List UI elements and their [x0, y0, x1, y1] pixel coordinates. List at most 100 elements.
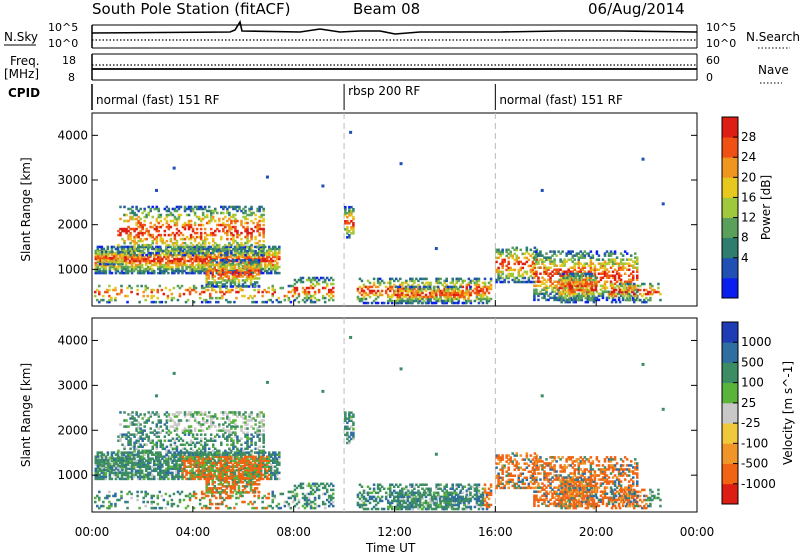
echo-cell	[214, 234, 217, 237]
echo-cell	[278, 266, 281, 269]
echo-cell	[254, 218, 257, 221]
echo-cell	[120, 289, 123, 292]
echo-cell	[643, 283, 646, 286]
echo-cell	[459, 286, 462, 289]
echo-cell	[168, 244, 171, 247]
colorbar-swatch	[722, 238, 738, 259]
echo-cell	[258, 224, 261, 227]
echo-cell	[528, 259, 531, 262]
echo-cell	[595, 277, 598, 280]
echo-cell	[136, 293, 139, 296]
echo-cell	[115, 255, 118, 258]
echo-cell	[258, 240, 261, 243]
echo-cell	[98, 285, 101, 288]
echo-cell	[258, 259, 261, 262]
echo-cell	[246, 218, 249, 221]
echo-cell	[469, 292, 472, 295]
echo-cell	[111, 478, 114, 481]
echo-cell	[107, 451, 110, 454]
echo-cell	[267, 291, 270, 294]
echo-cell	[244, 206, 247, 209]
echo-cell	[102, 299, 105, 302]
echo-cell	[111, 272, 114, 275]
echo-cell	[228, 275, 231, 278]
colorbar-tick-label: 24	[741, 150, 756, 164]
echo-cell	[211, 285, 214, 288]
echo-cell	[278, 461, 281, 464]
echo-cell	[200, 228, 203, 231]
echo-cell	[606, 281, 609, 284]
echo-cell	[592, 254, 595, 257]
colorbar-tick-label: 20	[741, 170, 756, 184]
echo-cell	[549, 266, 552, 269]
echo-cell	[190, 220, 193, 223]
echo-cell	[117, 450, 120, 453]
echo-cell	[598, 254, 601, 257]
echo-cell	[596, 250, 599, 253]
echo-cell	[231, 289, 234, 292]
echo-cell	[278, 478, 281, 481]
echo-cell	[164, 234, 167, 237]
echo-cell	[200, 232, 203, 235]
echo-cell	[172, 254, 175, 257]
echo-cell	[207, 289, 210, 292]
echo-cell	[262, 224, 265, 227]
echo-cell	[564, 295, 567, 298]
y-tick-label: 1000	[57, 262, 88, 276]
echo-cell	[367, 302, 370, 305]
echo-cell	[119, 423, 122, 426]
echo-cell	[179, 293, 182, 296]
echo-cell	[373, 282, 376, 285]
echo-cell	[217, 301, 220, 304]
echo-cell	[236, 220, 239, 223]
echo-cell	[218, 244, 221, 247]
echo-cell	[129, 454, 132, 457]
echo-cell	[284, 299, 287, 302]
echo-cell	[240, 220, 243, 223]
echo-cell	[119, 218, 122, 221]
echo-cell	[196, 232, 199, 235]
echo-cell	[573, 258, 576, 261]
echo-cell	[630, 254, 633, 257]
echo-cell	[636, 266, 639, 269]
echo-cell	[163, 293, 166, 296]
echo-cell	[238, 206, 241, 209]
echo-cell	[143, 224, 146, 227]
echo-cell	[195, 291, 198, 294]
echo-cell	[180, 206, 183, 209]
echo-cell	[535, 270, 538, 273]
echo-cell	[171, 293, 174, 296]
echo-cell	[129, 254, 132, 257]
echo-cell	[188, 214, 191, 217]
echo-cell	[164, 230, 167, 233]
echo-cell	[125, 419, 128, 422]
echo-cell	[151, 252, 154, 255]
echo-cell	[278, 472, 281, 475]
echo-cell	[651, 285, 654, 288]
echo-cell	[236, 259, 239, 262]
echo-cell	[495, 261, 498, 264]
colorbar-label: Power [dB]	[759, 175, 773, 240]
echo-cell	[131, 411, 134, 414]
echo-cell	[539, 272, 542, 275]
echo-cell	[253, 285, 256, 288]
echo-cell	[98, 291, 101, 294]
echo-cell	[324, 297, 327, 300]
echo-cell	[373, 278, 376, 281]
echo-cell	[131, 206, 134, 209]
echo-cell	[352, 208, 355, 211]
echo-cell	[615, 301, 618, 304]
echo-cell	[462, 286, 465, 289]
echo-cell	[129, 460, 132, 463]
echo-cell	[117, 244, 120, 247]
echo-cell	[153, 295, 156, 298]
colorbar-swatch	[722, 117, 738, 138]
echo-cell	[482, 302, 485, 305]
echo-cell	[490, 278, 493, 281]
echo-cell	[296, 287, 299, 290]
colorbar-swatch	[722, 278, 738, 299]
echo-cell	[616, 256, 619, 259]
echo-cell	[561, 250, 564, 253]
